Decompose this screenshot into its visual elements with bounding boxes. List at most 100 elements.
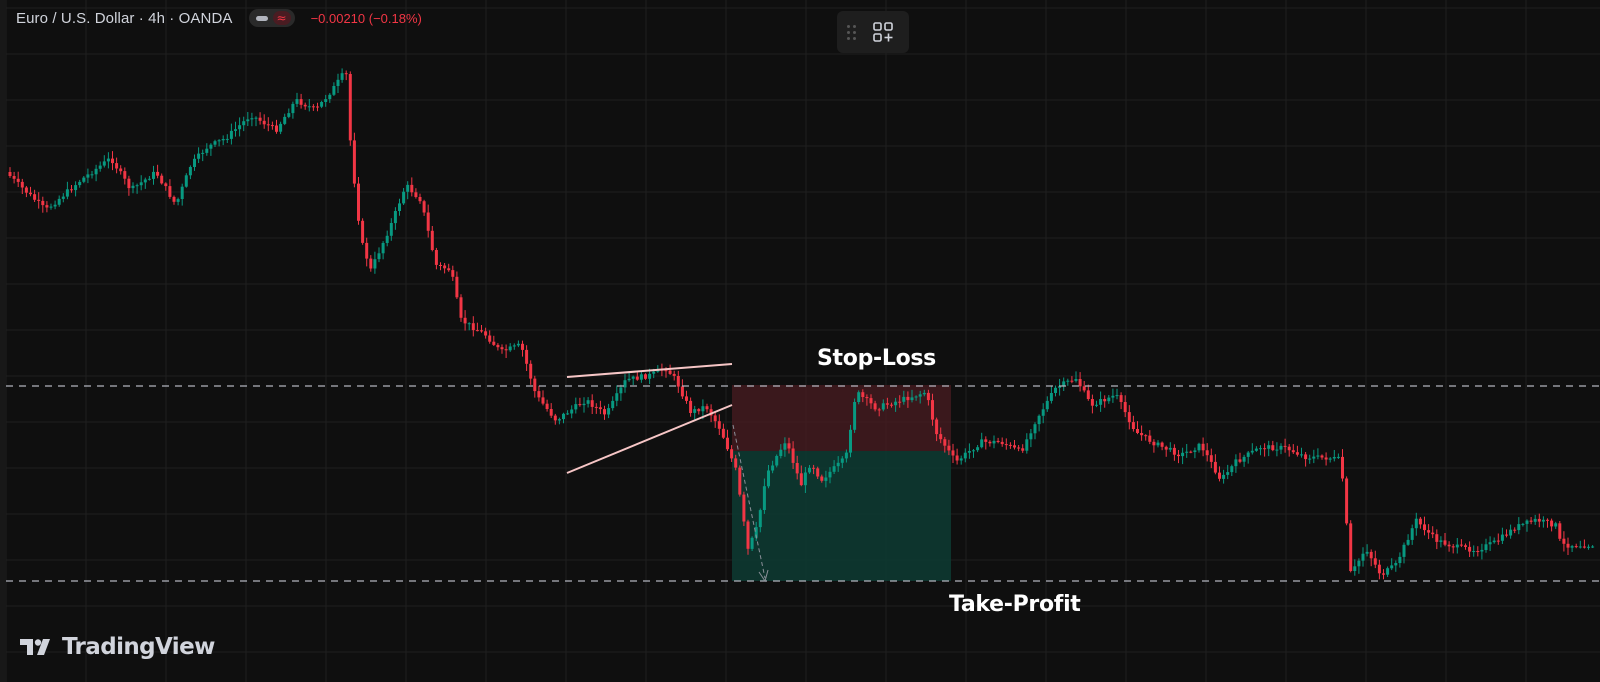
candle-body: [750, 537, 754, 549]
symbol-title[interactable]: Euro / U.S. Dollar · 4h · OANDA: [16, 9, 233, 27]
candle-body: [242, 121, 246, 126]
candle-body: [709, 409, 713, 416]
candle-body: [361, 220, 365, 243]
market-status-icon: ≈: [272, 11, 291, 25]
candle-body: [598, 407, 602, 410]
candle-body: [1177, 454, 1180, 457]
candle-body: [12, 176, 16, 179]
candle-body: [127, 178, 131, 189]
candle-body: [820, 476, 824, 481]
candle-body: [1562, 538, 1566, 544]
candle-body: [721, 428, 725, 438]
candle-body: [1037, 415, 1041, 425]
candle-body: [1095, 404, 1098, 406]
candle-body: [803, 472, 807, 486]
candle-body: [746, 521, 750, 549]
wedge-upper-line[interactable]: [566, 363, 733, 378]
candle-body: [607, 408, 611, 415]
candle-body: [1066, 380, 1070, 382]
candle-body: [283, 116, 287, 124]
candle-body: [1558, 523, 1562, 539]
candle-body: [172, 196, 176, 202]
take-profit-zone[interactable]: [732, 451, 951, 581]
candle-body: [33, 194, 37, 200]
candle-body: [652, 371, 656, 374]
candle-body: [135, 185, 139, 187]
candle-body: [996, 440, 1000, 442]
candle-body: [316, 106, 319, 108]
candle-body: [947, 445, 951, 451]
candle-body: [90, 174, 94, 176]
candle-body: [1021, 448, 1025, 451]
candle-body: [1312, 456, 1316, 459]
candle-body: [1172, 447, 1176, 455]
candle-body: [1365, 551, 1369, 554]
projection-arrow-line: [732, 424, 766, 579]
candle-body: [299, 99, 303, 105]
chart-header: Euro / U.S. Dollar · 4h · OANDA ≈ −0.002…: [16, 8, 422, 28]
stop-loss-label[interactable]: Stop-Loss: [817, 346, 936, 371]
candle-body: [857, 392, 861, 402]
candle-body: [1349, 523, 1353, 571]
stop-loss-zone[interactable]: [732, 385, 951, 451]
candle-body: [1578, 546, 1582, 548]
tradingview-watermark[interactable]: TradingView: [20, 634, 215, 660]
candle-body: [1529, 520, 1533, 522]
candle-body: [635, 376, 639, 380]
add-layout-button[interactable]: [871, 20, 895, 44]
candle-body: [1279, 445, 1283, 450]
candle-body: [574, 404, 578, 410]
candle-body: [758, 510, 762, 528]
candle-body: [959, 458, 963, 461]
candle-body: [1082, 386, 1086, 391]
candle-body: [1074, 379, 1078, 381]
drag-handle-icon[interactable]: [847, 24, 857, 40]
candle-body: [1263, 448, 1267, 450]
wedge-lower-line[interactable]: [566, 404, 733, 474]
candle-body: [836, 462, 840, 467]
candle-body: [1013, 445, 1016, 448]
candle-body: [488, 335, 492, 342]
candle-body: [65, 189, 69, 197]
candle-body: [1324, 457, 1328, 460]
candle-body: [1058, 386, 1062, 388]
candle-body: [193, 158, 196, 167]
candle-body: [570, 409, 574, 414]
status-pill[interactable]: ≈: [248, 9, 295, 27]
candle-body: [1148, 435, 1152, 442]
candle-body: [1361, 553, 1365, 561]
candle-body: [20, 181, 24, 188]
candle-body: [275, 125, 278, 132]
candle-body: [385, 235, 389, 243]
candle-body: [422, 201, 426, 213]
take-profit-label[interactable]: Take-Profit: [949, 592, 1081, 617]
candle-body: [1402, 544, 1406, 557]
candle-body: [78, 181, 82, 186]
candle-body: [369, 258, 373, 269]
candle-body: [328, 94, 332, 100]
candle-body: [393, 211, 397, 224]
candle-body: [1185, 451, 1189, 453]
candle-body: [160, 175, 164, 184]
candle-body: [1283, 445, 1287, 447]
candle-body: [1230, 466, 1234, 473]
candle-body: [398, 203, 401, 211]
brand-name: TradingView: [62, 634, 215, 660]
candle-body: [1587, 546, 1590, 548]
candle-body: [291, 103, 295, 114]
candle-body: [791, 448, 795, 463]
candle-body: [545, 403, 549, 409]
candle-body: [418, 197, 422, 202]
candle-body: [320, 102, 324, 107]
candle-body: [1414, 518, 1418, 529]
candle-body: [1435, 534, 1439, 542]
candle-body: [1492, 540, 1496, 543]
candle-body: [156, 171, 160, 176]
candle-body: [1382, 573, 1385, 575]
candle-body: [799, 473, 803, 486]
candle-body: [168, 186, 172, 197]
candle-body: [1049, 393, 1053, 401]
floating-toolbar[interactable]: [837, 11, 909, 53]
